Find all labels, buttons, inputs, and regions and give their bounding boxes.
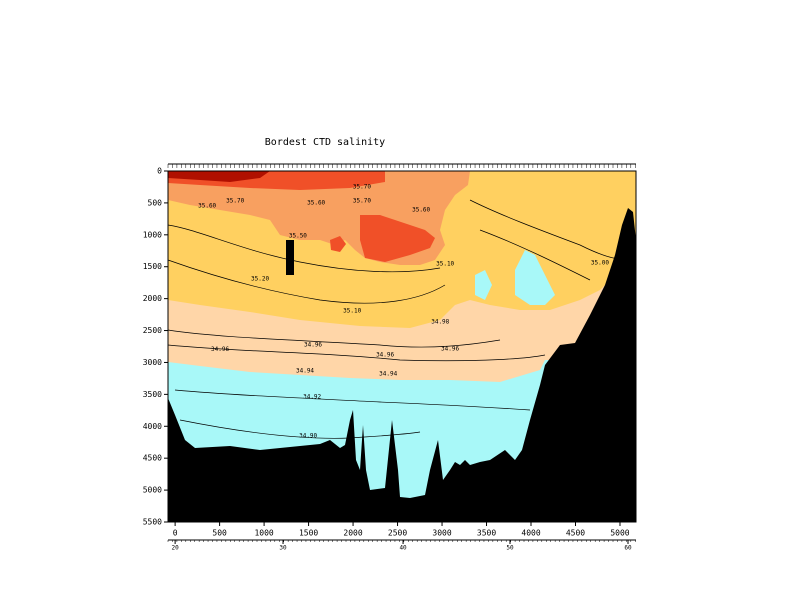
- contour-label: 34.94: [296, 367, 314, 374]
- contour-label: 35.60: [198, 203, 216, 210]
- band-low-patch: [515, 250, 555, 305]
- x-tick-label: 3500: [477, 529, 496, 538]
- contour-label: 34.96: [376, 351, 394, 358]
- band-highest: [168, 171, 270, 182]
- x2-tick-label: 40: [399, 545, 407, 552]
- y-tick-label: 5000: [143, 486, 162, 495]
- contour-label: 35.10: [436, 261, 454, 268]
- contour-label: 35.50: [289, 233, 307, 240]
- y-tick-label: 0: [157, 167, 162, 176]
- y-tick-label: 4500: [143, 454, 162, 463]
- contour-label: 34.98: [431, 319, 449, 326]
- x-tick-label: 3000: [432, 529, 451, 538]
- contour-label: 35.70: [353, 183, 371, 190]
- y-tick-label: 5500: [143, 518, 162, 527]
- contour-lines: [167, 199, 631, 439]
- contour-line: [167, 344, 546, 362]
- contour-label: 34.96: [211, 346, 229, 353]
- contour-label: 34.96: [441, 346, 459, 353]
- contour-label: 35.10: [343, 307, 361, 314]
- contour-line: [479, 229, 591, 281]
- contour-line: [167, 329, 501, 348]
- chart-title: Bordest CTD salinity: [265, 137, 385, 148]
- contour-line: [167, 224, 441, 273]
- x-tick-label: 5000: [610, 529, 629, 538]
- y-tick-label: 500: [148, 198, 163, 207]
- x-tick-label: 2000: [343, 529, 362, 538]
- band-higher: [360, 215, 435, 262]
- x-tick-label: 1500: [299, 529, 318, 538]
- x2-tick-label: 50: [506, 545, 514, 552]
- x-tick-label: 1000: [254, 529, 273, 538]
- contour-label: 34.90: [299, 432, 317, 439]
- y-tick-label: 4000: [143, 422, 162, 431]
- band-low-patch: [475, 270, 492, 300]
- y-tick-label: 3500: [143, 390, 162, 399]
- plot-frame: [167, 170, 637, 523]
- contour-line: [179, 419, 421, 439]
- dense-contours: [286, 240, 294, 275]
- x2-tick-label: 20: [172, 545, 180, 552]
- contour-label: 35.60: [307, 199, 325, 206]
- contour-line: [174, 389, 531, 411]
- contour-label: 34.92: [303, 393, 321, 400]
- y-tick-label: 1500: [143, 262, 162, 271]
- contour-label: 35.70: [353, 197, 371, 204]
- x2-tick-label: 60: [624, 545, 632, 552]
- y-tick-label: 2000: [143, 294, 162, 303]
- contour-label: 34.96: [304, 342, 322, 349]
- x2-tick-label: 30: [279, 545, 287, 552]
- x-tick-label: 500: [212, 529, 227, 538]
- contour-line: [167, 259, 446, 304]
- x-tick-label: 4500: [566, 529, 585, 538]
- contour-fill: [168, 171, 636, 522]
- x-tick-label: 4000: [521, 529, 540, 538]
- x-tick-label: 0: [173, 529, 178, 538]
- y-tick-label: 2500: [143, 326, 162, 335]
- contour-label: 35.00: [591, 259, 609, 266]
- contour-label: 35.70: [226, 197, 244, 204]
- contour-label: 34.94: [379, 370, 397, 377]
- x-tick-label: 2500: [388, 529, 407, 538]
- contour-label: 35.20: [251, 275, 269, 282]
- y-tick-label: 3000: [143, 358, 162, 367]
- contour-label: 35.60: [412, 206, 430, 213]
- y-tick-label: 1000: [143, 230, 162, 239]
- seafloor: [168, 208, 636, 522]
- band-higher: [330, 236, 346, 252]
